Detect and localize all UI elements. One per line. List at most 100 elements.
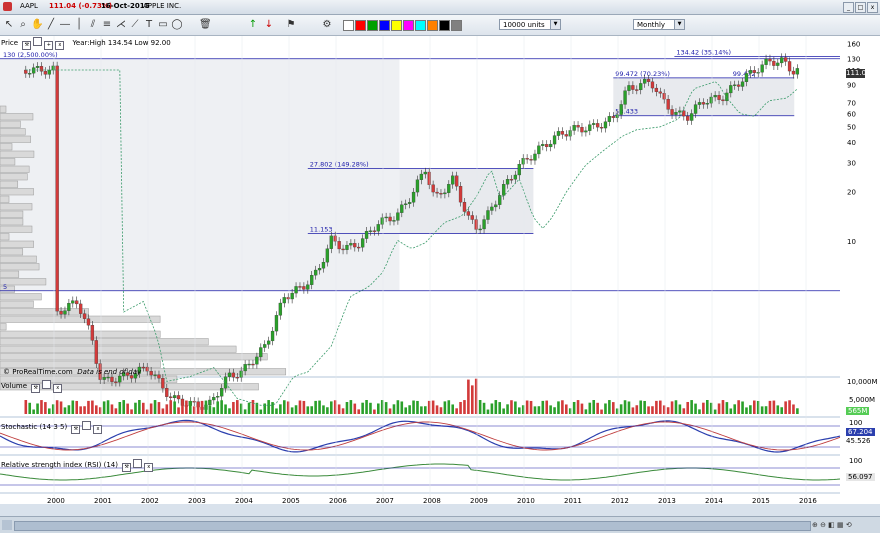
color-swatch[interactable]: [355, 20, 366, 31]
color-swatch[interactable]: [451, 20, 462, 31]
close-icon[interactable]: x: [93, 425, 103, 434]
price-panel-title: Price: [1, 39, 19, 47]
volume-bar: [435, 405, 439, 414]
candle-body: [478, 228, 482, 231]
scroll-left-button[interactable]: [2, 520, 12, 530]
close-icon[interactable]: x: [55, 41, 65, 50]
candle-body: [646, 78, 651, 82]
volume-bar: [138, 400, 141, 414]
stochastic-tag-1: 67.204: [846, 428, 875, 436]
color-swatch[interactable]: [427, 20, 438, 31]
volume-bar: [463, 400, 466, 414]
candle-body: [357, 246, 361, 249]
up-arrow-icon[interactable]: ↑: [248, 19, 258, 30]
volume-bar: [745, 407, 748, 414]
volume-bar: [255, 402, 259, 414]
candle-body: [172, 395, 177, 399]
period-select[interactable]: Monthly ▼: [633, 19, 685, 30]
candle-body: [736, 84, 741, 87]
candle-body: [447, 184, 451, 193]
volume-bar: [290, 407, 294, 414]
rectangle-icon[interactable]: ▭: [158, 19, 168, 30]
gann-icon[interactable]: ⟋: [131, 19, 139, 30]
chart-area[interactable]: 130 (2,500.00%) 5 134.42 (35.14%) 99.472 (7…: [0, 36, 880, 516]
wrench-icon[interactable]: ⚒: [31, 384, 41, 393]
color-swatch[interactable]: [415, 20, 426, 31]
horizontal-line-icon[interactable]: ―: [60, 19, 70, 30]
volume-bar: [306, 406, 310, 414]
candle-body: [623, 90, 627, 105]
volume-bar: [388, 408, 392, 414]
volume-bar: [40, 400, 43, 414]
down-arrow-icon[interactable]: ↓: [264, 19, 274, 30]
color-swatch[interactable]: [439, 20, 450, 31]
wrench-icon[interactable]: ⚒: [71, 425, 81, 434]
line-icon[interactable]: ╱: [47, 19, 55, 30]
volume-profile-bar: [0, 308, 89, 316]
zoom-tools[interactable]: ⊕ ⊖ ◧ ▦ ⟲: [812, 521, 852, 529]
volume-bar: [467, 379, 470, 414]
close-icon[interactable]: x: [53, 384, 63, 393]
alert-icon[interactable]: ⚑: [286, 19, 296, 30]
ellipse-icon[interactable]: ◯: [171, 19, 183, 30]
wrench-icon[interactable]: ⚒: [122, 463, 132, 472]
volume-bar: [83, 406, 86, 414]
cursor-icon[interactable]: ↖: [4, 19, 14, 30]
candle-body: [756, 72, 760, 74]
close-icon[interactable]: x: [144, 463, 154, 472]
candle-body: [772, 60, 776, 66]
volume-bar: [310, 406, 314, 414]
volume-bar: [792, 404, 795, 414]
volume-bar: [314, 400, 317, 414]
volume-bar: [439, 407, 443, 414]
volume-bar: [541, 400, 545, 414]
plus-icon[interactable]: +: [44, 41, 54, 50]
color-swatch[interactable]: [391, 20, 402, 31]
window-icon[interactable]: [82, 421, 92, 430]
candle-body: [541, 144, 545, 146]
color-swatch[interactable]: [379, 20, 390, 31]
candle-body: [733, 84, 737, 86]
candle-body: [482, 219, 486, 230]
volume-bar: [635, 405, 639, 414]
volume-bar: [165, 404, 169, 414]
candle-body: [533, 153, 537, 161]
wrench-icon[interactable]: ⚒: [22, 41, 32, 50]
close-button[interactable]: x: [867, 2, 878, 13]
volume-panel-title: Volume: [1, 382, 28, 390]
text-icon[interactable]: T: [145, 19, 153, 30]
window-icon[interactable]: [42, 380, 52, 389]
color-swatch[interactable]: [403, 20, 414, 31]
candle-body: [298, 286, 302, 288]
candle-body: [584, 130, 588, 133]
volume-bar: [443, 401, 447, 414]
volume-bar: [44, 402, 47, 414]
volume-bar: [776, 405, 780, 414]
volume-profile-zone: [0, 58, 400, 291]
units-select[interactable]: 10000 units ▼: [499, 19, 561, 30]
volume-bar: [431, 400, 435, 414]
window-icon[interactable]: [33, 37, 43, 46]
fan-icon[interactable]: ⋌: [116, 19, 126, 30]
trash-icon[interactable]: 🗑: [199, 19, 212, 30]
window-icon[interactable]: [133, 459, 143, 468]
candle-body: [345, 244, 349, 250]
scroll-thumb[interactable]: [14, 521, 811, 531]
volume-bar: [149, 403, 153, 414]
color-swatch[interactable]: [367, 20, 378, 31]
volume-bar: [698, 409, 701, 414]
color-swatch[interactable]: [343, 20, 354, 31]
volume-profile-bar: [0, 188, 34, 196]
vertical-line-icon[interactable]: │: [75, 19, 83, 30]
channel-icon[interactable]: ⫽: [90, 19, 96, 30]
volume-bar: [502, 408, 505, 414]
settings-icon[interactable]: ⚙: [322, 19, 332, 30]
minimize-button[interactable]: _: [843, 2, 854, 13]
candle-body: [141, 366, 145, 369]
maximize-button[interactable]: □: [855, 2, 866, 13]
zoom-icon[interactable]: ⌕: [20, 19, 26, 30]
volume-bar: [326, 407, 329, 414]
horizontal-scrollbar[interactable]: ⊕ ⊖ ◧ ▦ ⟲: [0, 516, 880, 533]
fibonacci-icon[interactable]: ≡: [102, 19, 112, 30]
hand-icon[interactable]: ✋: [31, 19, 44, 30]
